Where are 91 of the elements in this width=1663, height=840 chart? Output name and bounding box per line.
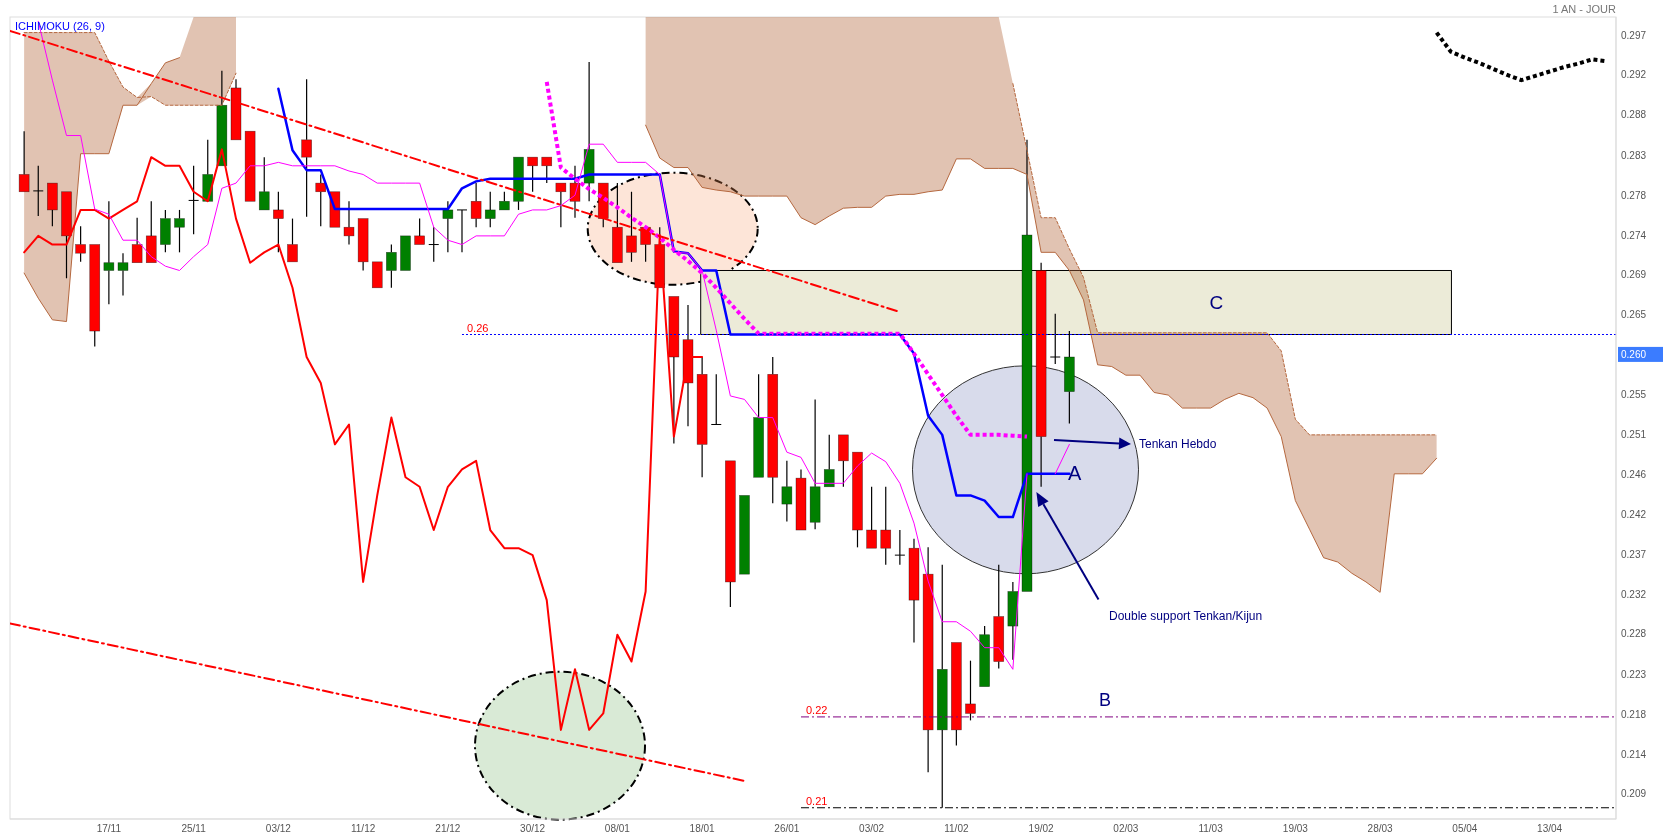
candlestick: [442, 200, 454, 253]
y-tick-label: 0.251: [1621, 429, 1647, 441]
x-tick-label: 03/12: [265, 823, 292, 835]
y-tick-label: 0.237: [1621, 548, 1647, 560]
candlestick: [61, 191, 72, 279]
text: 1 AN - JOUR: [1552, 3, 1617, 15]
y-tick-label: 0.209: [1621, 788, 1647, 800]
annotation: B: [1099, 690, 1112, 710]
band-label: C: [1209, 292, 1224, 314]
ref-line-label: 0.22: [805, 703, 828, 716]
candlestick: [612, 182, 623, 263]
x-tick-label: 11/02: [944, 823, 969, 835]
candlestick: [795, 468, 807, 531]
y-tick-label: 0.255: [1621, 388, 1647, 400]
candlestick: [668, 296, 680, 445]
candlestick: [301, 78, 312, 218]
x-tick-label: 08/01: [604, 823, 631, 835]
y-tick-label: 0.265: [1621, 309, 1647, 321]
candlestick: [866, 486, 877, 549]
candlestick: [244, 130, 256, 202]
candlestick: [357, 218, 369, 272]
candlestick: [216, 70, 228, 167]
candlestick: [371, 261, 383, 289]
x-tick-label: 11/12: [350, 823, 376, 835]
x-tick-label: 28/03: [1367, 823, 1394, 835]
y-tick-label: 0.218: [1621, 708, 1647, 720]
candlestick: [117, 252, 129, 297]
x-tick-label: 13/04: [1537, 823, 1563, 835]
candlestick: [583, 61, 595, 202]
ref-line-label: 0.21: [805, 794, 828, 807]
candlestick: [739, 495, 750, 575]
candlestick: [343, 200, 355, 246]
candlestick: [1007, 581, 1019, 661]
x-tick-label: 30/12: [520, 823, 546, 835]
y-tick-label: 0.232: [1621, 588, 1647, 600]
annotation: Double support Tenkan/Kijun: [1109, 609, 1263, 623]
candlestick: [188, 165, 199, 235]
x-tick-label: 17/11: [96, 823, 122, 835]
y-tick-label: 0.297: [1621, 29, 1647, 41]
candlestick: [838, 434, 849, 488]
x-tick-label: 02/03: [1113, 823, 1139, 835]
y-tick-label: 0.283: [1621, 149, 1647, 161]
y-tick-label: 0.274: [1621, 229, 1647, 241]
x-tick-label: 11/03: [1198, 823, 1224, 835]
candlestick: [823, 434, 835, 488]
candlestick: [725, 460, 736, 608]
candlestick: [711, 373, 722, 426]
annotation: Tenkan Hebdo: [1139, 437, 1217, 451]
candlestick: [753, 373, 764, 478]
candlestick: [33, 165, 44, 217]
candlestick: [682, 304, 694, 427]
y-tick-label: 0.292: [1621, 69, 1647, 81]
candlestick: [555, 182, 567, 228]
x-tick-label: 05/04: [1452, 823, 1478, 835]
candlestick: [18, 130, 30, 193]
candlestick: [470, 182, 482, 228]
y-tick-label: 0.246: [1621, 469, 1647, 481]
x-tick-label: 18/01: [689, 823, 716, 835]
candlestick: [527, 156, 538, 193]
candlestick: [287, 217, 298, 263]
candlestick: [922, 546, 934, 773]
y-tick-label: 0.223: [1621, 669, 1647, 681]
y-tick-label: 0.242: [1621, 508, 1647, 520]
candlestick: [273, 191, 284, 253]
x-tick-label: 03/02: [859, 823, 885, 835]
x-tick-label: 25/11: [181, 823, 207, 835]
y-tick-label: 0.214: [1621, 748, 1647, 760]
candlestick: [781, 460, 793, 522]
candlestick: [131, 217, 143, 263]
candlestick: [457, 209, 467, 253]
annotation: A: [1068, 462, 1082, 484]
candlestick: [230, 78, 242, 141]
candlestick: [400, 235, 411, 271]
ref-line-label: 0.26: [467, 321, 489, 334]
y-tick-label: 0.288: [1621, 109, 1647, 121]
candlestick: [809, 398, 821, 530]
y-tick-label: 0.260: [1621, 348, 1647, 360]
x-tick-label: 19/03: [1282, 823, 1309, 835]
x-tick-label: 26/01: [774, 823, 800, 835]
candlestick: [894, 529, 905, 566]
x-tick-label: 19/02: [1028, 823, 1055, 835]
y-tick-label: 0.269: [1621, 269, 1647, 281]
candlestick: [103, 200, 115, 305]
x-tick-label: 21/12: [435, 823, 461, 835]
candlestick: [145, 200, 157, 263]
line-series: [544, 79, 1029, 439]
annotation: ICHIMOKU (26, 9): [15, 20, 105, 32]
candlestick: [258, 156, 270, 211]
candlestick: [908, 538, 920, 644]
y-tick-label: 0.278: [1621, 189, 1647, 201]
y-tick-label: 0.228: [1621, 628, 1647, 640]
